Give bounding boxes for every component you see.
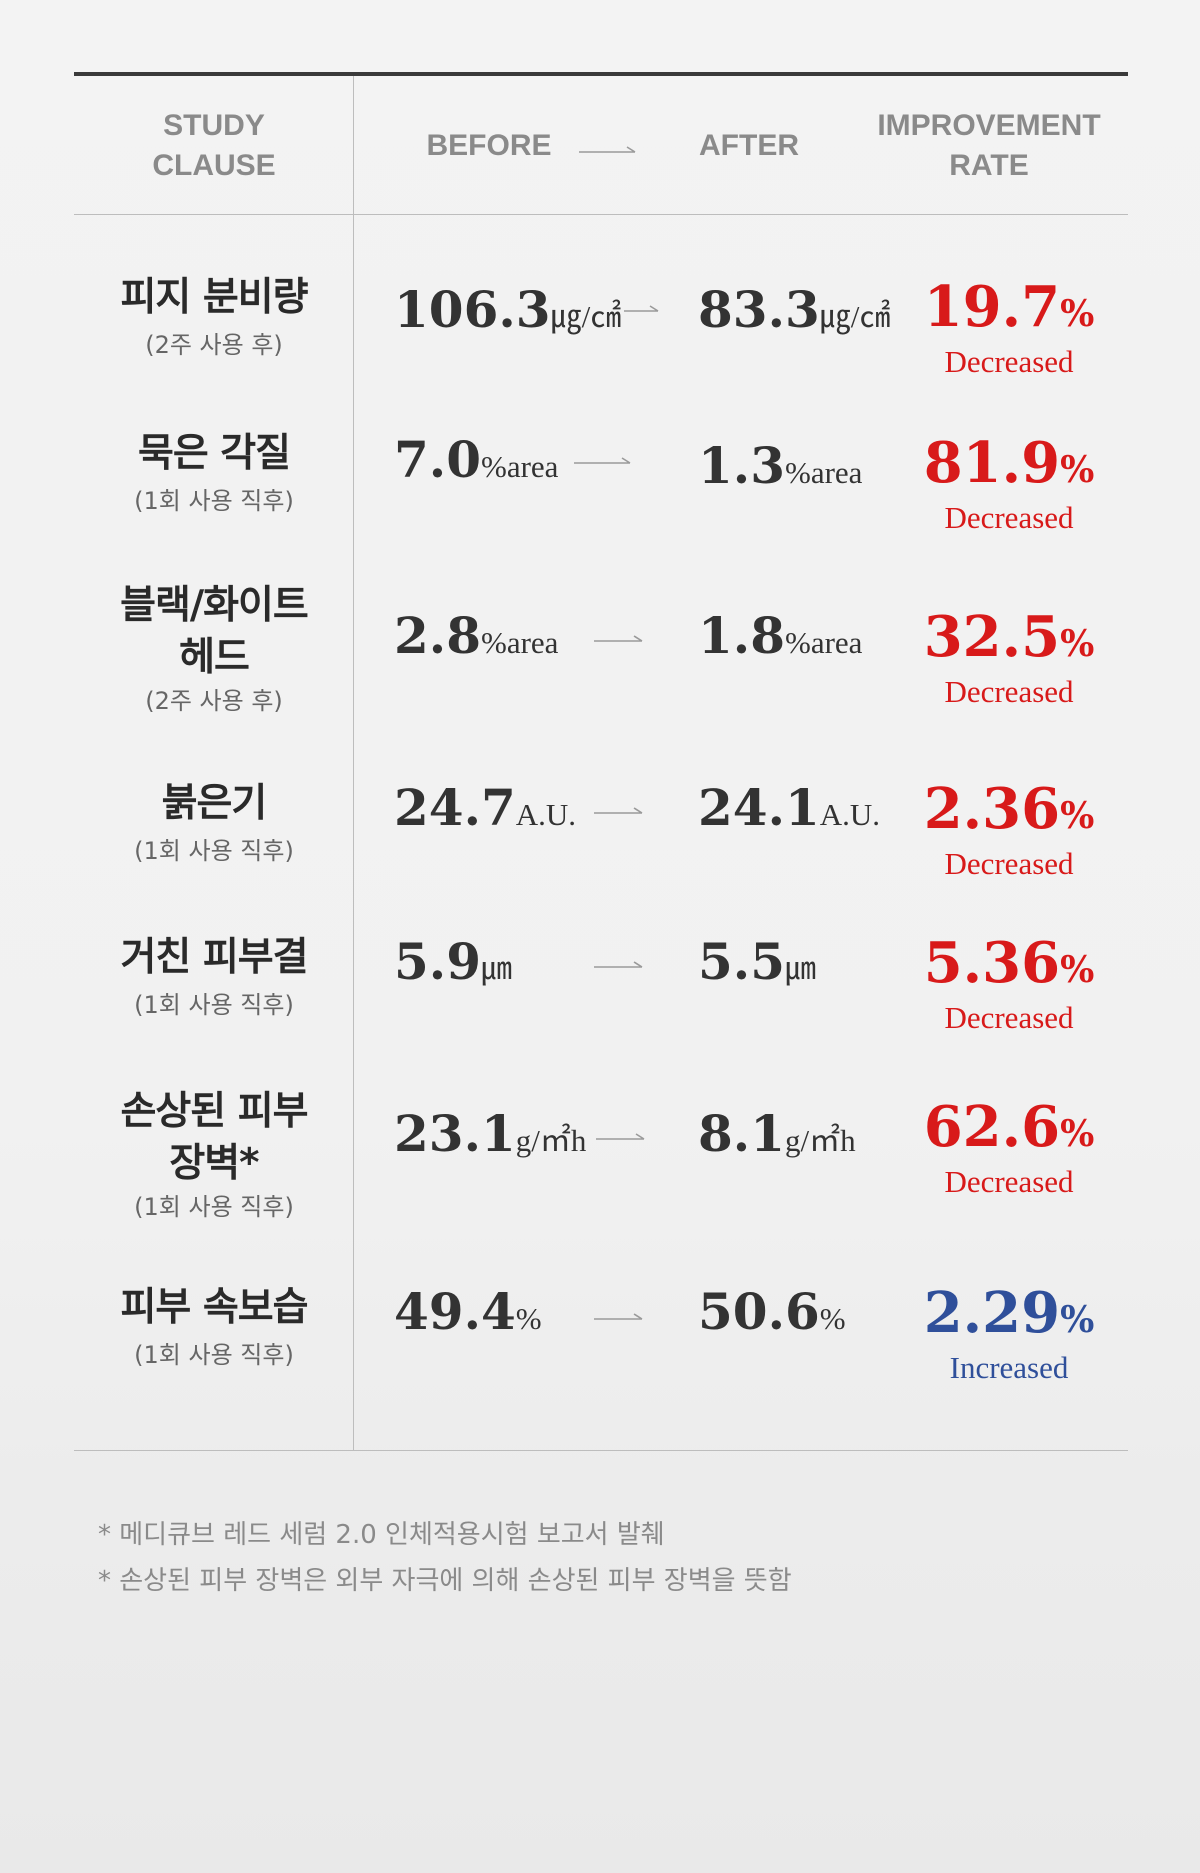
column-divider <box>353 76 354 1450</box>
header-after: AFTER <box>699 129 799 162</box>
improvement-rate: 62.6% Decreased <box>923 1094 1095 1199</box>
improvement-rate: 5.36% Decreased <box>923 930 1095 1035</box>
arrow-right-icon <box>594 807 643 814</box>
study-clause: 피지 분비량 (2주 사용 후) <box>120 275 309 359</box>
arrow-right-icon <box>594 635 643 642</box>
after-value: 50.6% <box>698 1282 846 1341</box>
footnote: * 손상된 피부 장벽은 외부 자극에 의해 손상된 피부 장벽을 뜻함 <box>98 1566 792 1596</box>
footnote: * 메디큐브 레드 세럼 2.0 인체적용시험 보고서 발췌 <box>98 1520 665 1550</box>
study-clause: 묵은 각질 (1회 사용 직후) <box>134 431 294 515</box>
study-clause: 피부 속보습 (1회 사용 직후) <box>120 1285 309 1369</box>
header-rule <box>74 214 1128 215</box>
arrow-right-icon <box>596 1133 645 1140</box>
before-value: 7.0%area <box>394 430 559 489</box>
before-value: 5.9㎛ <box>394 932 512 991</box>
header-before: BEFORE <box>426 129 552 162</box>
before-value: 24.7A.U. <box>394 778 577 837</box>
arrow-right-icon <box>574 457 631 464</box>
after-value: 5.5㎛ <box>698 932 816 991</box>
top-rule <box>74 72 1128 76</box>
footnotes: * 메디큐브 레드 세럼 2.0 인체적용시험 보고서 발췌 * 손상된 피부 … <box>98 1512 792 1604</box>
after-value: 8.1g/㎡h <box>698 1104 856 1163</box>
before-value: 23.1g/㎡h <box>394 1104 587 1163</box>
arrow-right-icon <box>594 1313 643 1320</box>
before-value: 49.4% <box>394 1282 542 1341</box>
after-value: 1.8%area <box>698 606 863 665</box>
improvement-rate: 32.5% Decreased <box>923 604 1095 709</box>
study-clause: 블랙/화이트 헤드 (2주 사용 후) <box>120 583 309 715</box>
improvement-rate: 2.29% Increased <box>923 1280 1095 1385</box>
before-value: 106.3㎍/㎠ <box>394 280 622 339</box>
arrow-right-icon <box>579 146 636 153</box>
study-clause: 거친 피부결 (1회 사용 직후) <box>120 935 309 1019</box>
header-study-clause: STUDY CLAUSE <box>152 109 276 182</box>
improvement-rate: 19.7% Decreased <box>923 274 1095 379</box>
improvement-rate: 81.9% Decreased <box>923 430 1095 535</box>
after-value: 1.3%area <box>698 436 863 495</box>
header-improvement-rate: IMPROVEMENT RATE <box>877 109 1101 182</box>
arrow-right-icon <box>594 961 643 968</box>
before-value: 2.8%area <box>394 606 559 665</box>
arrow-right-icon <box>624 305 659 312</box>
after-value: 24.1A.U. <box>698 778 881 837</box>
study-clause: 손상된 피부 장벽* (1회 사용 직후) <box>120 1089 309 1221</box>
improvement-rate: 2.36% Decreased <box>923 776 1095 881</box>
study-clause: 붉은기 (1회 사용 직후) <box>134 781 294 865</box>
after-value: 83.3㎍/㎠ <box>698 280 891 339</box>
bottom-rule <box>74 1450 1128 1451</box>
